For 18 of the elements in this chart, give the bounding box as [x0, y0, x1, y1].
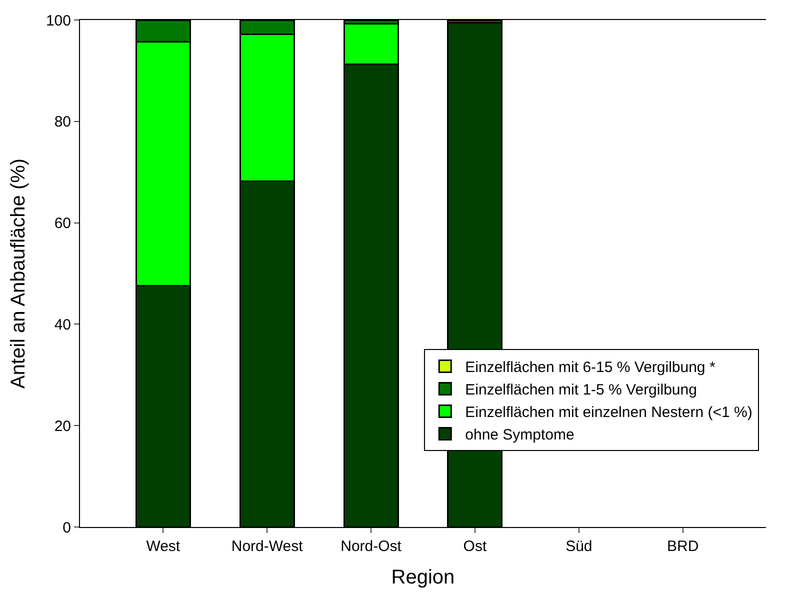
x-tick-label: West — [146, 538, 181, 555]
y-tick-label: 100 — [46, 12, 71, 30]
x-tick-label: Ost — [463, 538, 488, 555]
legend-label: Einzelflächen mit einzelnen Nestern (<1 %) — [465, 404, 752, 422]
y-tick-label: 80 — [54, 114, 71, 131]
y-axis-title: Anteil an Anbaufläche (%) — [7, 158, 30, 389]
x-tick-label: BRD — [667, 538, 699, 555]
y-tick-label: 0 — [62, 519, 71, 536]
x-tick-label: Süd — [566, 538, 592, 555]
y-tick-label: 60 — [54, 215, 71, 232]
y-tick-label: 20 — [54, 418, 71, 435]
legend-label: Einzelflächen mit 1-5 % Vergilbung — [465, 382, 697, 399]
legend-label: ohne Symptome — [465, 426, 574, 444]
x-tick-label: Nord-Ost — [340, 538, 402, 555]
y-tick-label: 40 — [54, 316, 71, 334]
legend-label: Einzelflächen mit 6-15 % Vergilbung * — [465, 359, 716, 376]
x-tick-label: Nord-West — [231, 538, 304, 555]
x-axis-title: Region — [391, 566, 455, 588]
